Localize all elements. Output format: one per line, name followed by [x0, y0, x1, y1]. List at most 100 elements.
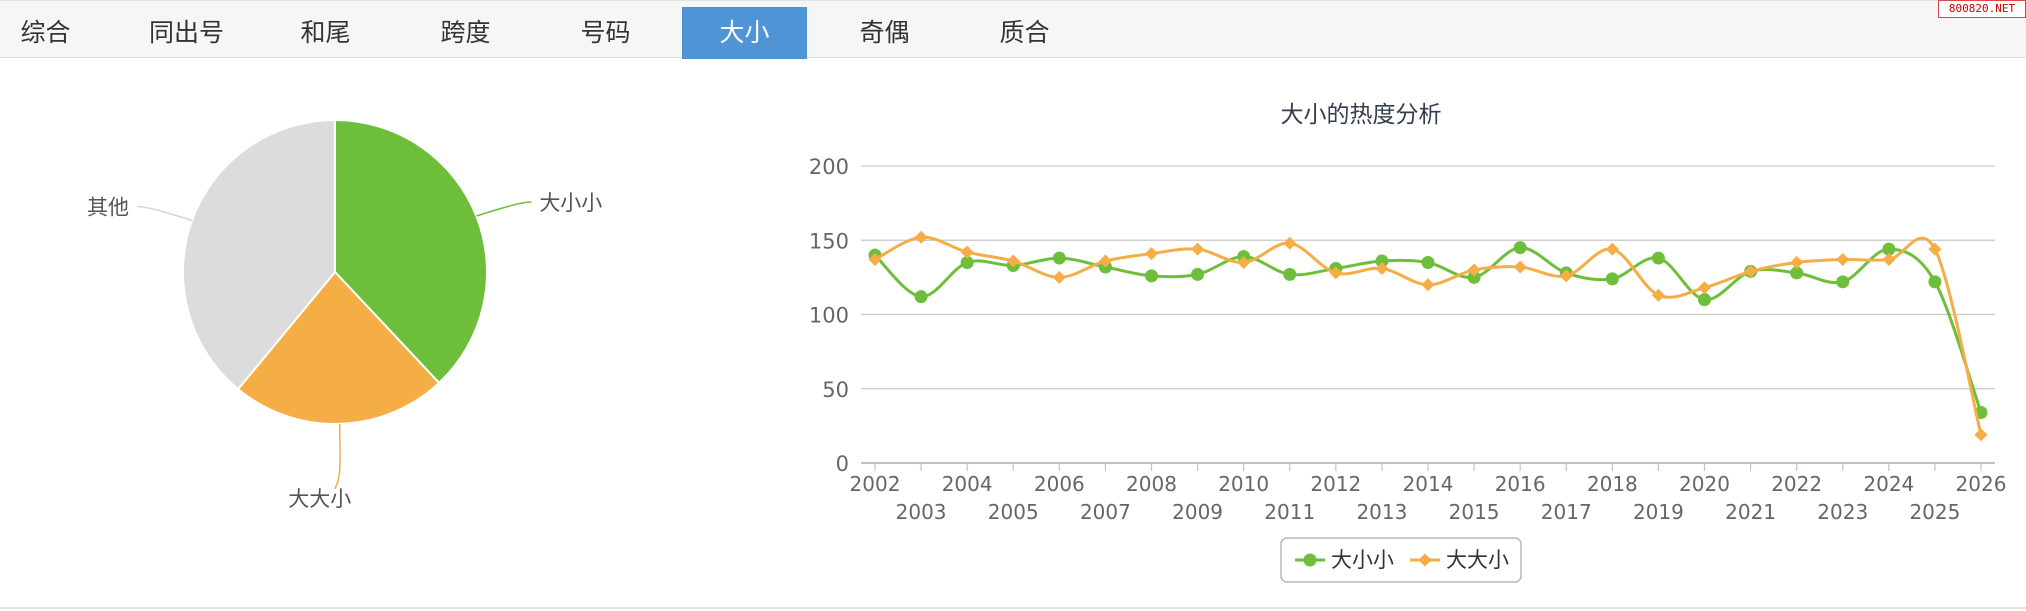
- x-tick-label: 2022: [1771, 472, 1822, 496]
- data-point[interactable]: [1098, 254, 1112, 268]
- data-point[interactable]: [1513, 260, 1527, 274]
- pie-slice[interactable]: [182, 118, 336, 391]
- tab-号码[interactable]: 号码: [580, 18, 631, 47]
- tab-综合[interactable]: 综合: [20, 18, 71, 47]
- data-point[interactable]: [1375, 254, 1389, 268]
- y-tick-label: 150: [809, 229, 849, 253]
- legend-marker: [1303, 553, 1317, 567]
- tab-和尾[interactable]: 和尾: [300, 18, 351, 47]
- footer-divider: [0, 607, 2026, 609]
- data-point[interactable]: [1605, 272, 1619, 286]
- x-tick-label: 2024: [1863, 472, 1914, 496]
- data-point[interactable]: [1052, 270, 1066, 284]
- x-tick-label: 2026: [1956, 472, 2007, 496]
- data-point[interactable]: [1513, 241, 1527, 255]
- x-tick-label: 2013: [1356, 500, 1407, 524]
- pie-label: 大小小: [539, 191, 602, 215]
- x-tick-label: 2018: [1587, 472, 1638, 496]
- watermark: 800820.NET: [1938, 0, 2026, 18]
- data-point[interactable]: [1145, 269, 1158, 283]
- data-point[interactable]: [1467, 263, 1481, 277]
- data-point[interactable]: [1698, 281, 1711, 295]
- data-point[interactable]: [1698, 293, 1711, 307]
- x-tick-label: 2004: [942, 472, 993, 496]
- pie-label: 大大小: [288, 487, 351, 511]
- data-point[interactable]: [1283, 267, 1297, 281]
- pie-connector: [136, 205, 193, 222]
- data-point[interactable]: [914, 230, 928, 244]
- data-point[interactable]: [1605, 242, 1619, 256]
- pie-slice[interactable]: [334, 118, 488, 385]
- tab-奇偶[interactable]: 奇偶: [859, 18, 910, 47]
- x-tick-label: 2003: [896, 500, 947, 524]
- tab-大小[interactable]: 大小: [682, 7, 807, 59]
- x-tick-label: 2007: [1080, 500, 1131, 524]
- legend-item[interactable]: 大大小: [1410, 548, 1509, 572]
- x-tick-label: 2006: [1034, 472, 1085, 496]
- x-tick-label: 2005: [988, 500, 1039, 524]
- x-tick-label: 2020: [1679, 472, 1730, 496]
- data-point[interactable]: [960, 245, 974, 259]
- x-tick-label: 2012: [1310, 472, 1361, 496]
- x-tick-label: 2008: [1126, 472, 1177, 496]
- pie-connector: [476, 201, 532, 217]
- x-tick-label: 2011: [1264, 500, 1315, 524]
- data-point[interactable]: [1651, 288, 1665, 302]
- data-point[interactable]: [1191, 267, 1205, 281]
- line-chart: 大小的热度分析 0 50 100 150 200 2002 2003 2004 2005 200…: [809, 102, 2007, 583]
- data-point[interactable]: [1191, 242, 1205, 256]
- data-point[interactable]: [1329, 266, 1343, 280]
- x-tick-label: 2010: [1218, 472, 1269, 496]
- x-tick-label: 2002: [850, 472, 901, 496]
- legend-label: 大大小: [1446, 548, 1509, 572]
- data-point[interactable]: [1836, 253, 1850, 267]
- data-point[interactable]: [1790, 266, 1804, 280]
- data-point[interactable]: [1928, 242, 1942, 256]
- data-point[interactable]: [914, 290, 928, 304]
- x-tick-label: 2014: [1403, 472, 1454, 496]
- tab-质合[interactable]: 质合: [999, 18, 1050, 47]
- data-point[interactable]: [1237, 256, 1251, 270]
- data-point[interactable]: [1421, 278, 1435, 292]
- data-point[interactable]: [1790, 256, 1804, 270]
- legend-item[interactable]: 大小小: [1295, 548, 1394, 572]
- data-point[interactable]: [1882, 242, 1896, 256]
- pie-connector: [334, 423, 341, 490]
- x-tick-label: 2017: [1541, 500, 1592, 524]
- x-tick-label: 2023: [1817, 500, 1868, 524]
- data-point[interactable]: [1052, 251, 1066, 265]
- data-point[interactable]: [1836, 275, 1850, 289]
- x-tick-label: 2009: [1172, 500, 1223, 524]
- y-tick-label: 50: [822, 378, 849, 402]
- chart-title: 大小的热度分析: [1281, 102, 1442, 128]
- data-point[interactable]: [1744, 264, 1758, 278]
- data-point[interactable]: [960, 256, 974, 270]
- data-point[interactable]: [1882, 253, 1896, 267]
- x-tick-label: 2021: [1725, 500, 1776, 524]
- x-tick-label: 2016: [1495, 472, 1546, 496]
- legend-marker: [1418, 553, 1432, 567]
- y-tick-label: 200: [809, 155, 849, 179]
- tab-bar: 综合 同出号 和尾 跨度 号码 大小 奇偶 质合: [0, 0, 2026, 59]
- data-point[interactable]: [1375, 261, 1389, 275]
- data-point[interactable]: [1421, 256, 1435, 270]
- data-point[interactable]: [868, 253, 882, 267]
- y-tick-label: 100: [809, 304, 849, 328]
- x-tick-label: 2019: [1633, 500, 1684, 524]
- data-point[interactable]: [1928, 275, 1942, 289]
- y-tick-label: 0: [836, 452, 849, 476]
- tab-跨度[interactable]: 跨度: [440, 18, 491, 47]
- x-tick-label: 2015: [1449, 500, 1500, 524]
- x-tick-label: 2025: [1909, 500, 1960, 524]
- tab-同出号[interactable]: 同出号: [148, 18, 224, 47]
- pie-label: 其他: [87, 196, 129, 220]
- data-point[interactable]: [1467, 270, 1481, 284]
- data-point[interactable]: [1283, 236, 1297, 250]
- pie-slice[interactable]: [236, 270, 441, 425]
- data-point[interactable]: [1559, 269, 1573, 283]
- data-point[interactable]: [1145, 247, 1158, 261]
- legend-label: 大小小: [1331, 548, 1394, 572]
- data-point[interactable]: [1651, 251, 1665, 265]
- data-point[interactable]: [1974, 428, 1988, 442]
